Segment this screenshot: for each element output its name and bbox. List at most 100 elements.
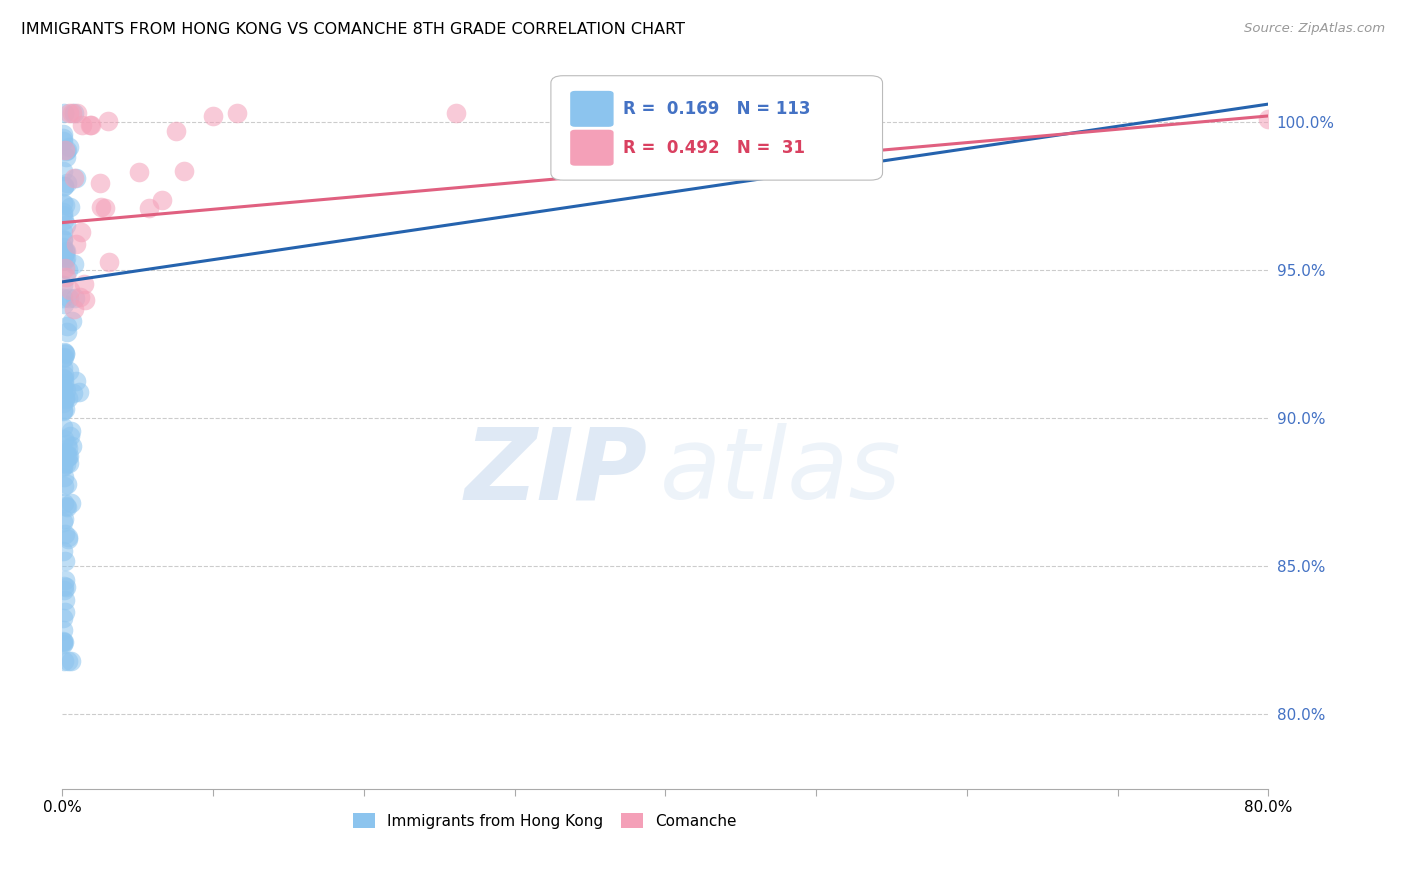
Point — [55, 325, 77, 339]
Point — [52, 582, 75, 597]
Point — [52, 205, 75, 219]
Point — [52, 164, 75, 178]
Point — [52, 456, 75, 470]
Point — [55, 383, 77, 397]
Point — [53, 479, 76, 493]
Point — [65, 171, 87, 186]
Point — [53, 347, 76, 361]
Point — [52, 382, 75, 396]
Point — [52, 420, 75, 434]
Point — [56, 477, 79, 491]
Point — [56, 450, 79, 464]
Point — [52, 371, 75, 385]
Point — [52, 403, 75, 417]
Point — [56, 143, 79, 157]
Point — [52, 297, 75, 311]
Point — [55, 500, 77, 514]
Point — [79, 118, 101, 132]
Point — [63, 301, 86, 316]
Point — [58, 291, 80, 305]
Point — [52, 351, 75, 366]
FancyBboxPatch shape — [551, 76, 883, 180]
Point — [56, 500, 79, 514]
Point — [53, 244, 76, 259]
Point — [53, 470, 76, 484]
Point — [62, 386, 84, 401]
Point — [173, 164, 195, 178]
Point — [55, 261, 77, 276]
Point — [55, 150, 77, 164]
Point — [52, 361, 75, 376]
Point — [53, 391, 76, 405]
Point — [52, 432, 75, 446]
Point — [52, 624, 75, 638]
Point — [66, 106, 89, 120]
Point — [53, 245, 76, 260]
Point — [58, 106, 80, 120]
Point — [52, 396, 75, 410]
Point — [59, 283, 82, 297]
Point — [53, 554, 76, 568]
Point — [56, 654, 79, 668]
Point — [52, 376, 75, 390]
Text: IMMIGRANTS FROM HONG KONG VS COMANCHE 8TH GRADE CORRELATION CHART: IMMIGRANTS FROM HONG KONG VS COMANCHE 8T… — [21, 22, 685, 37]
Point — [53, 345, 76, 359]
Text: atlas: atlas — [659, 423, 901, 520]
Point — [52, 637, 75, 651]
Point — [52, 178, 75, 193]
Point — [73, 293, 96, 308]
Point — [55, 218, 77, 232]
Point — [52, 213, 75, 227]
Text: R =  0.169   N = 113: R = 0.169 N = 113 — [623, 100, 811, 118]
Point — [53, 106, 76, 120]
Point — [56, 437, 79, 451]
Point — [52, 368, 75, 383]
Point — [59, 495, 82, 509]
Point — [52, 635, 75, 649]
Point — [60, 439, 83, 453]
Point — [62, 257, 84, 271]
Point — [60, 106, 83, 120]
Point — [53, 573, 76, 587]
Point — [63, 106, 86, 120]
Point — [226, 106, 249, 120]
Point — [94, 201, 117, 215]
Point — [58, 140, 80, 154]
Point — [53, 592, 76, 607]
Point — [52, 208, 75, 222]
Point — [52, 381, 75, 395]
Point — [59, 201, 82, 215]
Point — [79, 118, 101, 132]
Point — [65, 374, 87, 388]
FancyBboxPatch shape — [571, 129, 613, 166]
Point — [52, 544, 75, 558]
Point — [55, 144, 77, 158]
Point — [56, 450, 79, 464]
Point — [202, 109, 225, 123]
Point — [65, 237, 87, 252]
Point — [52, 128, 75, 142]
Point — [59, 429, 82, 443]
Point — [60, 313, 83, 327]
Point — [55, 392, 77, 407]
Point — [58, 456, 80, 470]
Point — [128, 165, 150, 179]
Point — [52, 579, 75, 593]
Point — [55, 446, 77, 460]
Point — [53, 198, 76, 212]
Point — [55, 244, 77, 258]
Point — [52, 634, 75, 648]
Point — [58, 449, 80, 463]
Point — [165, 124, 187, 138]
Point — [52, 225, 75, 239]
Point — [53, 654, 76, 668]
Point — [52, 496, 75, 510]
Point — [52, 250, 75, 264]
Point — [56, 319, 79, 334]
Point — [138, 201, 160, 215]
Point — [70, 119, 93, 133]
Point — [56, 441, 79, 455]
Point — [52, 248, 75, 262]
Point — [58, 263, 80, 277]
Point — [89, 176, 111, 190]
